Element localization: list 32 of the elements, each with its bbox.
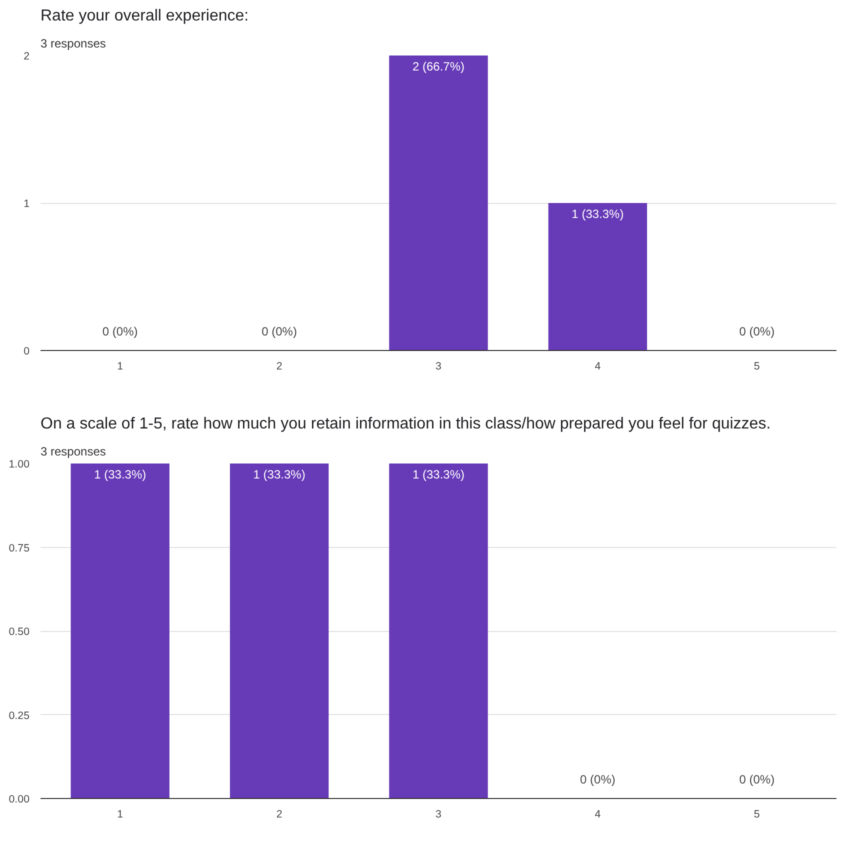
y-tick-label: 0.50	[8, 626, 30, 638]
x-tick-label: 3	[436, 360, 442, 372]
data-label: 1 (33.3%)	[412, 468, 465, 482]
chart-subtitle: 3 responses	[40, 36, 106, 50]
y-tick-label: 0.00	[8, 794, 30, 806]
data-label: 0 (0%)	[580, 772, 616, 786]
x-tick-label: 2	[276, 360, 282, 372]
x-tick-label: 4	[594, 360, 601, 372]
x-tick-label: 5	[754, 808, 760, 820]
data-label: 0 (0%)	[102, 324, 138, 338]
x-tick-label: 3	[436, 808, 442, 820]
data-label: 0 (0%)	[739, 772, 775, 786]
x-tick-label: 1	[117, 808, 124, 820]
x-tick-label: 2	[276, 808, 282, 820]
data-label: 0 (0%)	[739, 324, 775, 338]
y-tick-label: 0.75	[8, 542, 30, 554]
data-label: 1 (33.3%)	[94, 468, 146, 482]
y-tick-label: 2	[24, 50, 30, 62]
x-tick-label: 4	[594, 808, 601, 820]
x-tick-label: 5	[754, 360, 760, 372]
y-tick-label: 1.00	[8, 458, 30, 470]
data-label: 1 (33.3%)	[253, 468, 306, 482]
data-label: 0 (0%)	[262, 324, 297, 338]
data-label: 2 (66.7%)	[412, 60, 465, 74]
y-tick-label: 1	[24, 198, 30, 210]
data-label: 1 (33.3%)	[572, 207, 624, 221]
chart-title: Rate your overall experience:	[40, 8, 249, 24]
y-tick-label: 0.25	[8, 710, 30, 722]
y-tick-label: 0	[24, 346, 30, 358]
chart-title: On a scale of 1-5, rate how much you retain information in this class/how prepared you feel for quizzes.	[40, 416, 771, 432]
chart-subtitle: 3 responses	[40, 444, 106, 458]
x-tick-label: 1	[117, 360, 124, 372]
